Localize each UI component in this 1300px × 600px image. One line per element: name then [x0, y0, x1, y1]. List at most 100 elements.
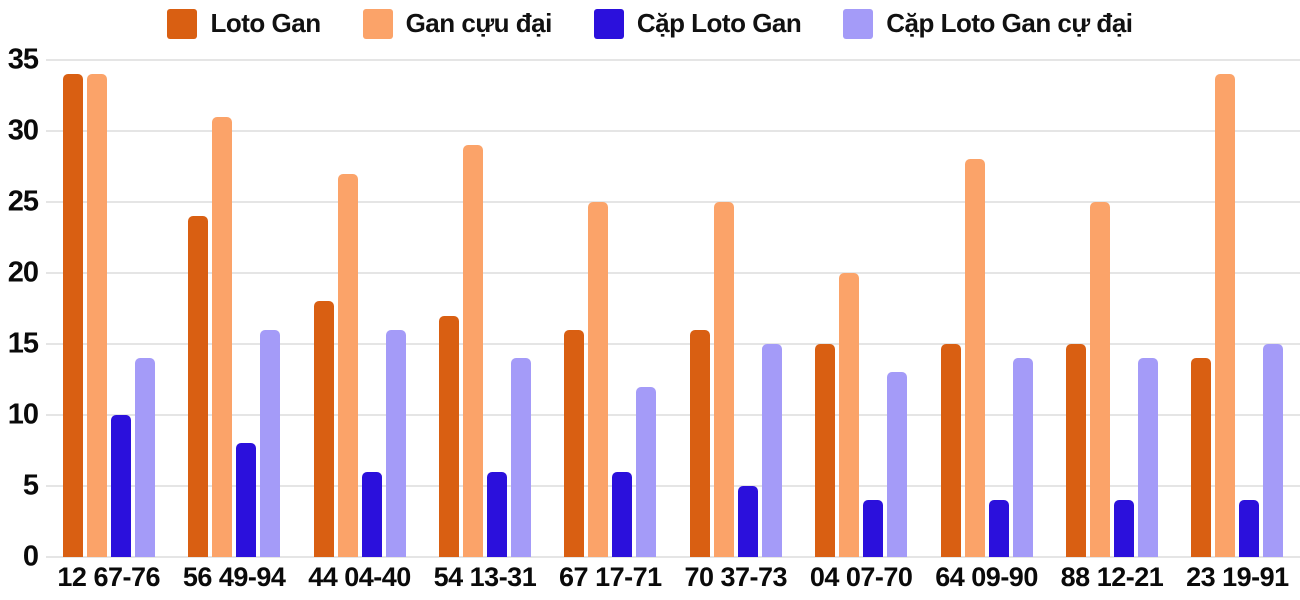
bar-series-1-group-3[interactable]	[313, 301, 334, 557]
bar-cluster	[62, 60, 155, 557]
bar-group-4: 54 13-31	[422, 60, 547, 591]
bar-series-4-group-9[interactable]	[1137, 358, 1158, 557]
category-label: 64 09-90	[935, 562, 1038, 592]
bar-series-2-group-7[interactable]	[839, 273, 860, 557]
bar-series-3-group-2[interactable]	[236, 443, 257, 557]
legend-item-2[interactable]: Gan cựu đại	[362, 8, 553, 39]
legend-swatch-icon	[362, 8, 393, 39]
bar-series-3-group-3[interactable]	[361, 471, 382, 557]
legend-item-1[interactable]: Loto Gan	[167, 8, 321, 39]
gridline	[46, 485, 1300, 488]
y-tick-label: 30	[7, 114, 39, 147]
bar-cluster	[1065, 60, 1158, 557]
bar-series-2-group-9[interactable]	[1089, 202, 1110, 557]
gridline	[46, 130, 1300, 132]
legend-swatch-icon	[843, 8, 874, 39]
bar-series-4-group-4[interactable]	[510, 358, 531, 557]
bar-series-1-group-9[interactable]	[1065, 344, 1086, 557]
bar-series-3-group-1[interactable]	[110, 415, 131, 557]
bar-group-7: 04 07-70	[798, 60, 923, 591]
y-axis: 0 5 10 15 20 25 30 35	[0, 45, 39, 571]
y-tick-label: 20	[7, 256, 39, 289]
bar-series-1-group-7[interactable]	[815, 344, 836, 557]
bar-series-2-group-1[interactable]	[86, 74, 107, 557]
category-label: 54 13-31	[433, 562, 537, 592]
bar-series-2-group-10[interactable]	[1215, 74, 1236, 557]
bar-series-2-group-4[interactable]	[462, 145, 483, 557]
y-tick-label: 0	[22, 540, 39, 573]
bar-cluster	[940, 60, 1033, 557]
bar-series-2-group-3[interactable]	[337, 173, 358, 557]
gridline	[46, 343, 1300, 345]
bar-cluster	[689, 60, 782, 557]
legend-item-4[interactable]: Cặp Loto Gan cự đại	[843, 8, 1133, 39]
y-tick-label: 10	[7, 398, 39, 431]
category-label: 88 12-21	[1060, 562, 1164, 592]
bar-series-3-group-8[interactable]	[988, 500, 1009, 557]
bar-series-2-group-2[interactable]	[212, 116, 233, 557]
y-tick-label: 15	[7, 327, 39, 360]
bar-group-3: 44 04-40	[297, 60, 422, 591]
bar-series-3-group-9[interactable]	[1113, 500, 1134, 557]
category-label: 67 17-71	[559, 562, 662, 592]
bar-group-1: 12 67-76	[46, 60, 171, 591]
legend-label: Cặp Loto Gan	[636, 8, 802, 38]
category-label: 70 37-73	[684, 562, 788, 592]
bar-series-2-group-5[interactable]	[588, 202, 609, 557]
bar-cluster	[438, 60, 531, 557]
legend-label: Loto Gan	[210, 8, 321, 38]
bar-group-9: 88 12-21	[1049, 60, 1174, 591]
bar-series-4-group-6[interactable]	[761, 344, 782, 557]
bar-series-3-group-10[interactable]	[1239, 500, 1260, 557]
bar-cluster	[188, 60, 281, 557]
bar-series-2-group-6[interactable]	[713, 202, 734, 557]
bar-cluster	[815, 60, 908, 557]
bar-series-1-group-2[interactable]	[188, 216, 209, 557]
bar-series-1-group-6[interactable]	[689, 329, 710, 557]
legend-swatch-icon	[167, 8, 198, 39]
bar-group-6: 70 37-73	[673, 60, 798, 591]
bar-series-4-group-5[interactable]	[636, 386, 657, 557]
bar-groups: 12 67-76 56 49-94 44 04-40 54 13-31 67 17-71…	[46, 60, 1300, 591]
category-label: 04 07-70	[809, 562, 913, 592]
bar-series-3-group-6[interactable]	[737, 486, 758, 557]
bar-series-1-group-10[interactable]	[1191, 358, 1212, 557]
bar-cluster	[313, 60, 406, 557]
bar-series-1-group-5[interactable]	[564, 329, 585, 557]
bar-series-3-group-5[interactable]	[612, 471, 633, 557]
gridline	[46, 414, 1300, 417]
bar-series-4-group-10[interactable]	[1263, 344, 1284, 557]
bar-series-4-group-8[interactable]	[1012, 358, 1033, 557]
category-label: 44 04-40	[308, 562, 411, 592]
y-tick-label: 25	[7, 185, 39, 218]
legend-item-3[interactable]: Cặp Loto Gan	[593, 8, 802, 39]
category-label: 56 49-94	[182, 562, 286, 592]
bar-series-1-group-1[interactable]	[62, 74, 83, 557]
bar-series-4-group-2[interactable]	[260, 329, 281, 557]
legend-swatch-icon	[593, 8, 624, 39]
gridline	[46, 59, 1300, 61]
gridline	[46, 201, 1300, 203]
legend-label: Cặp Loto Gan cự đại	[886, 8, 1133, 38]
bar-cluster	[564, 60, 657, 557]
category-label: 23 19-91	[1186, 562, 1289, 592]
legend-label: Gan cựu đại	[405, 8, 553, 38]
bar-group-8: 64 09-90	[924, 60, 1049, 591]
bar-series-3-group-7[interactable]	[863, 500, 884, 557]
y-tick-label: 35	[7, 43, 39, 76]
category-label: 12 67-76	[57, 562, 160, 592]
bar-series-4-group-1[interactable]	[134, 358, 155, 557]
plot-area: 12 67-76 56 49-94 44 04-40 54 13-31 67 17-71…	[46, 59, 1300, 591]
bar-group-5: 67 17-71	[548, 60, 673, 591]
bar-series-1-group-4[interactable]	[438, 315, 459, 557]
bar-series-4-group-7[interactable]	[887, 372, 908, 557]
bar-series-2-group-8[interactable]	[964, 159, 985, 557]
bar-series-1-group-8[interactable]	[940, 344, 961, 557]
bar-series-3-group-4[interactable]	[486, 471, 507, 557]
bar-group-2: 56 49-94	[171, 60, 296, 591]
chart-legend: Loto Gan Gan cựu đại Cặp Loto Gan Cặp Loto …	[0, 8, 1300, 39]
bar-group-10: 23 19-91	[1175, 60, 1300, 591]
bar-series-4-group-3[interactable]	[385, 329, 406, 557]
y-tick-label: 5	[22, 469, 39, 502]
